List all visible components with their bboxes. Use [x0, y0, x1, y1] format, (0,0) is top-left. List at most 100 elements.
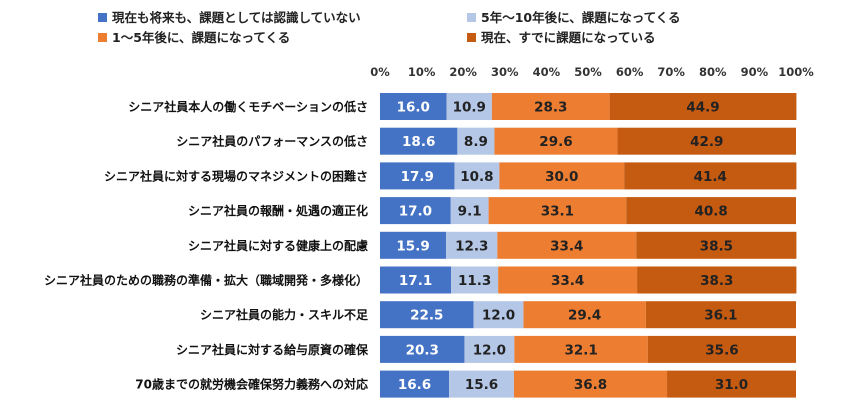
data-label: 12.3 — [455, 238, 488, 254]
bar-segment — [446, 231, 498, 259]
bar-segment — [446, 93, 492, 120]
x-tick-label: 40% — [533, 65, 561, 79]
data-label: 30.0 — [545, 169, 578, 185]
data-label: 12.0 — [473, 342, 506, 358]
data-label: 42.9 — [690, 134, 723, 150]
bar-segment — [380, 335, 465, 363]
legend-label-0: 現在も将来も、課題としては認識していない — [112, 10, 361, 25]
bar-segment — [380, 231, 447, 259]
data-label: 8.9 — [464, 134, 488, 150]
data-label: 31.0 — [715, 377, 748, 393]
legend-label-2: 1～5年後に、課題になってくる — [112, 30, 290, 45]
bar-segment — [380, 197, 451, 225]
category-label: シニア社員のための職務の準備・拡大（職域開発・多様化） — [44, 273, 368, 288]
bar-segment — [380, 301, 474, 329]
bar-segment — [514, 335, 648, 363]
x-tick-label: 20% — [449, 65, 477, 79]
bar-segment — [450, 197, 489, 225]
bar-segment — [498, 266, 638, 294]
data-label: 32.1 — [564, 342, 597, 358]
data-label: 40.8 — [694, 204, 727, 220]
data-label: 35.6 — [705, 342, 738, 358]
data-label: 33.1 — [541, 204, 574, 220]
bar-segment — [380, 370, 450, 398]
data-label: 10.9 — [453, 100, 486, 116]
bar-segment — [647, 335, 796, 363]
data-label: 41.4 — [694, 169, 727, 185]
bar-segment — [380, 93, 447, 120]
bar-segment — [491, 93, 610, 120]
legend-swatch-1 — [467, 13, 476, 22]
bar-segment — [523, 301, 646, 329]
x-tick-label: 100% — [778, 65, 814, 79]
data-label: 17.9 — [401, 169, 434, 185]
legend-swatch-3 — [467, 33, 476, 42]
bar-segment — [637, 266, 797, 294]
data-label: 9.1 — [458, 204, 482, 220]
data-label: 29.6 — [539, 134, 572, 150]
x-tick-label: 10% — [408, 65, 436, 79]
category-label: シニア社員のパフォーマンスの低さ — [176, 134, 368, 149]
data-label: 10.8 — [460, 169, 493, 185]
category-label: 70歳までの就労機会確保努力義務への対応 — [135, 377, 368, 392]
legend-label-3: 現在、すでに課題になっている — [481, 30, 656, 45]
data-label: 17.0 — [399, 204, 432, 220]
bar-segment — [624, 162, 797, 190]
legend-swatch-2 — [98, 33, 107, 42]
bar-segment — [457, 127, 495, 155]
data-label: 36.8 — [574, 377, 607, 393]
x-tick-label: 0% — [370, 65, 390, 79]
bar-segment — [617, 127, 796, 155]
data-label: 11.3 — [458, 273, 491, 289]
data-label: 20.3 — [406, 342, 439, 358]
bar-segment — [451, 266, 499, 294]
data-label: 12.0 — [482, 308, 515, 324]
data-label: 15.6 — [465, 377, 498, 393]
data-label: 16.0 — [397, 100, 430, 116]
category-label: シニア社員本人の働くモチベーションの低さ — [128, 99, 368, 114]
bar-segment — [626, 197, 796, 225]
data-label: 15.9 — [396, 238, 429, 254]
bar-segment — [497, 231, 637, 259]
bar-segment — [513, 370, 668, 398]
bar-segment — [488, 197, 627, 225]
data-label: 28.3 — [534, 100, 567, 116]
bar-segment — [473, 301, 524, 329]
bar-segment — [667, 370, 796, 398]
data-label: 38.5 — [700, 238, 733, 254]
data-label: 16.6 — [398, 377, 431, 393]
bar-segment — [645, 301, 796, 329]
x-tick-label: 50% — [574, 65, 602, 79]
bar-segment — [499, 162, 625, 190]
bar-segment — [464, 335, 515, 363]
bar-segment — [380, 266, 452, 294]
legend-swatch-0 — [98, 13, 107, 22]
bar-segment — [454, 162, 500, 190]
legend-label-1: 5年～10年後に、課題になってくる — [481, 10, 680, 25]
category-label: シニア社員に対する給与原資の確保 — [176, 342, 369, 357]
bar-segment — [636, 231, 797, 259]
data-label: 36.1 — [704, 308, 737, 324]
x-tick-label: 70% — [657, 65, 685, 79]
bar-segment — [380, 162, 455, 190]
data-label: 17.1 — [399, 273, 432, 289]
x-tick-label: 30% — [491, 65, 519, 79]
category-label: シニア社員の報酬・処遇の適正化 — [188, 203, 368, 218]
x-tick-label: 60% — [616, 65, 644, 79]
data-label: 29.4 — [568, 308, 601, 324]
category-label: シニア社員に対する健康上の配慮 — [188, 238, 368, 253]
bar-segment — [494, 127, 618, 155]
data-label: 33.4 — [551, 273, 584, 289]
data-label: 38.3 — [700, 273, 733, 289]
data-label: 33.4 — [550, 238, 583, 254]
category-label: シニア社員に対する現場のマネジメントの困難さ — [104, 168, 368, 183]
x-tick-label: 90% — [741, 65, 769, 79]
data-label: 22.5 — [410, 308, 443, 324]
bar-segment — [449, 370, 514, 398]
data-label: 18.6 — [402, 134, 435, 150]
bar-segment — [609, 93, 797, 120]
x-tick-label: 80% — [699, 65, 727, 79]
bar-segment — [380, 127, 458, 155]
